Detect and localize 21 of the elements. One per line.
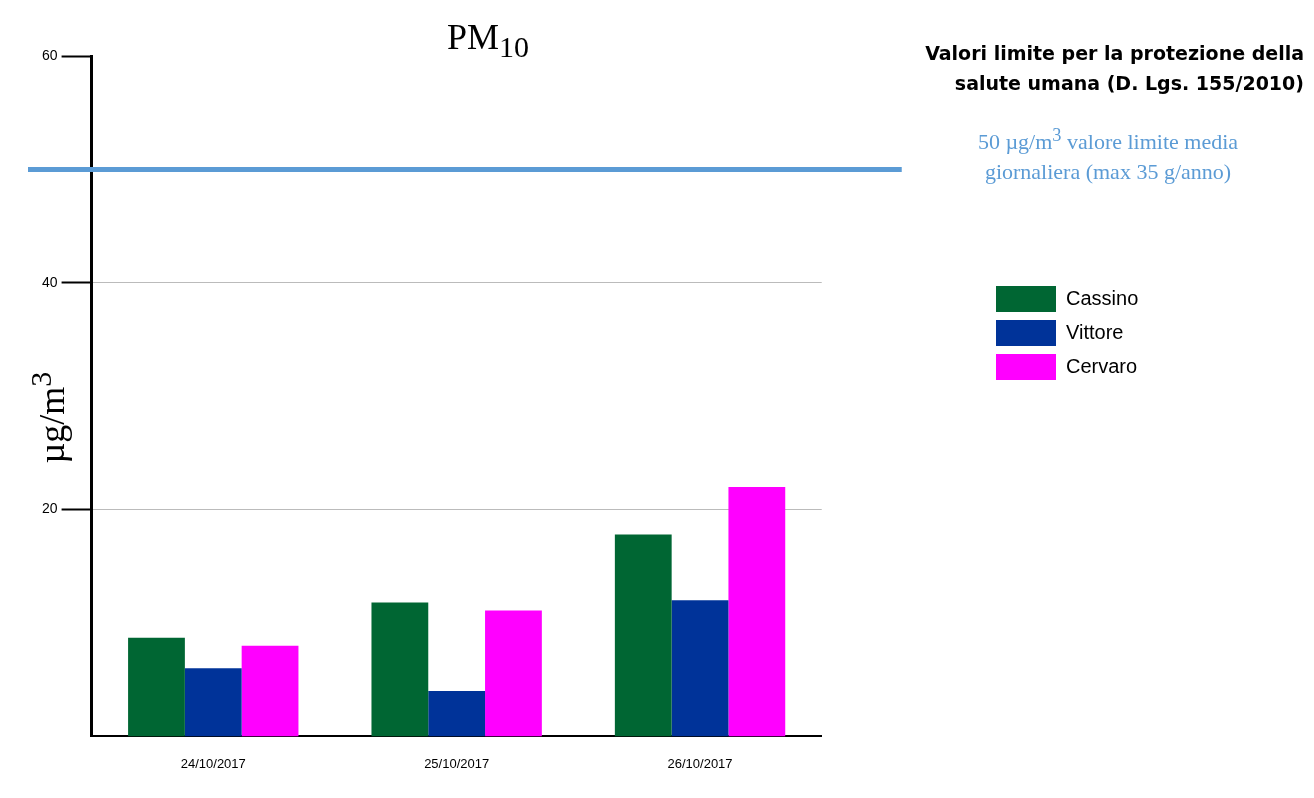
y-tick-label: 40 <box>41 273 58 290</box>
text: 50 µg/m$^{3}$ valore limite media giornaliera (max 35 g/anno) <box>976 124 1240 187</box>
bar <box>184 668 242 737</box>
bar <box>614 534 672 737</box>
y-tick-label: 20 <box>41 500 58 517</box>
bar <box>128 637 185 737</box>
legend-label: Cervaro <box>1066 354 1138 377</box>
bar <box>728 486 786 737</box>
chart-title: PM$_{10}$ <box>446 16 530 65</box>
x-tick-label: 25/10/2017 <box>424 755 490 771</box>
x-tick-label: 24/10/2017 <box>180 755 246 771</box>
bar <box>485 610 542 737</box>
bar <box>671 600 729 737</box>
bar <box>371 602 429 737</box>
x-tick-label: 26/10/2017 <box>667 755 733 771</box>
legend-label: Vittore <box>1066 320 1124 343</box>
y-tick-label: 60 <box>41 46 58 63</box>
text: Valori limite per la protezione della salute umana (D. Lgs. 155/2010) <box>924 41 1305 96</box>
bar <box>428 691 486 737</box>
bar <box>241 645 299 737</box>
legend-label: Cassino <box>1066 286 1139 309</box>
